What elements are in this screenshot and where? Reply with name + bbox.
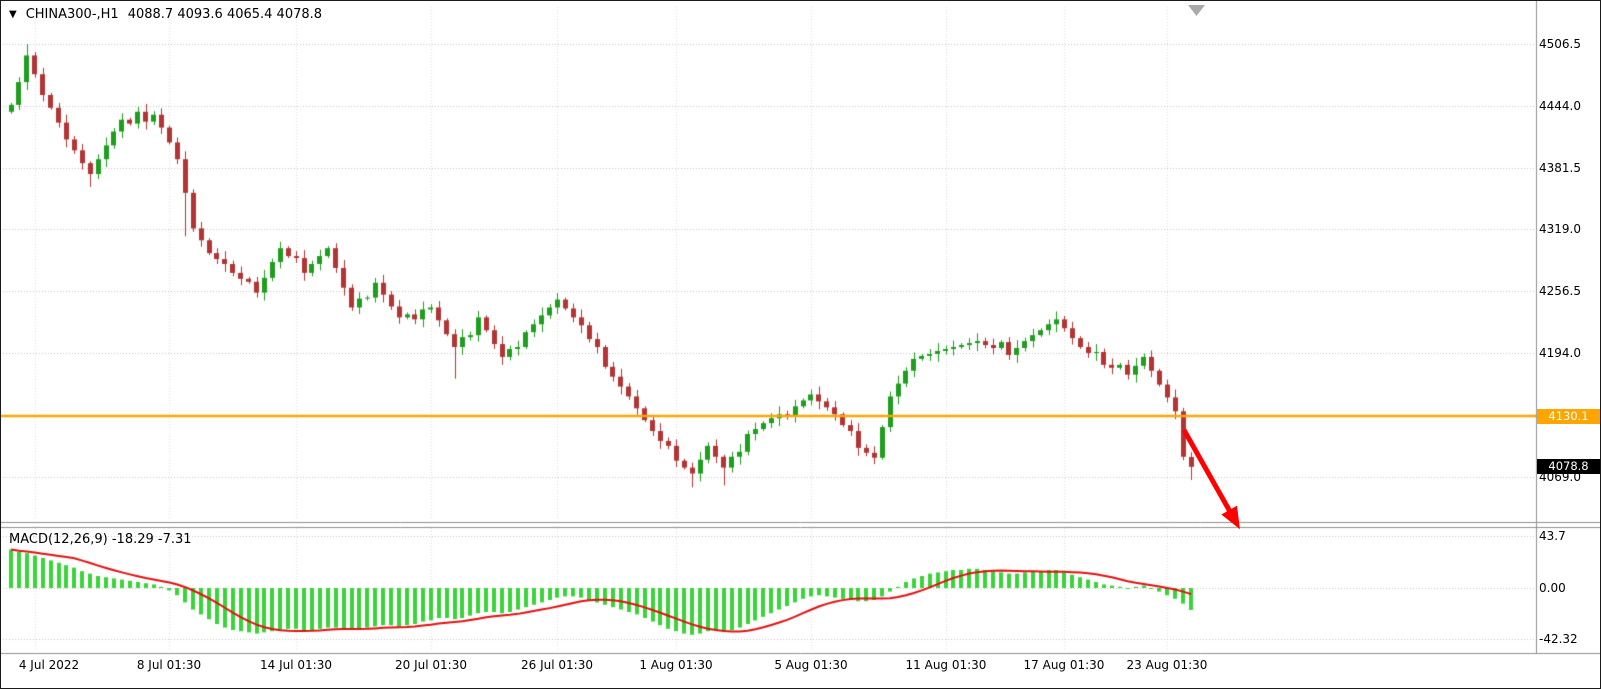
time-axis-label: 17 Aug 01:30 bbox=[1023, 658, 1105, 672]
price-axis-label: 4319.0 bbox=[1539, 222, 1581, 236]
price-scale[interactable]: 4506.5 4444.0 4381.5 4319.0 4256.5 4194.0 4069… bbox=[1539, 1, 1600, 653]
price-axis-label: 4194.0 bbox=[1539, 346, 1581, 360]
time-axis-label: 14 Jul 01:30 bbox=[260, 658, 332, 672]
ohlc-values-label: 4088.7 4093.6 4065.4 4078.8 bbox=[127, 7, 323, 22]
macd-axis-label: -42.32 bbox=[1539, 632, 1578, 646]
macd-axis-label: 0.00 bbox=[1539, 581, 1566, 595]
chart-header: ▼ CHINA300-,H1 4088.7 4093.6 4065.4 4078… bbox=[9, 7, 322, 22]
time-axis-label: 26 Jul 01:30 bbox=[521, 658, 593, 672]
time-axis-label: 23 Aug 01:30 bbox=[1126, 658, 1208, 672]
price-axis-label: 4506.5 bbox=[1539, 37, 1581, 51]
current-price-badge: 4078.8 bbox=[1537, 459, 1600, 474]
quick-trade-arrow-icon[interactable]: ▼ bbox=[9, 9, 17, 20]
time-axis-label: 1 Aug 01:30 bbox=[639, 658, 713, 672]
price-level-badge: 4130.1 bbox=[1537, 409, 1600, 424]
time-axis-label: 4 Jul 2022 bbox=[18, 658, 80, 672]
macd-axis-label: 43.7 bbox=[1539, 529, 1566, 543]
time-axis-label: 8 Jul 01:30 bbox=[136, 658, 202, 672]
time-axis[interactable]: 4 Jul 2022 8 Jul 01:30 14 Jul 01:30 20 Jul … bbox=[1, 656, 1536, 686]
time-axis-label: 5 Aug 01:30 bbox=[774, 658, 848, 672]
price-axis-label: 4256.5 bbox=[1539, 284, 1581, 298]
symbol-period-label: CHINA300-,H1 bbox=[25, 7, 119, 22]
price-axis-label: 4381.5 bbox=[1539, 161, 1581, 175]
time-axis-label: 20 Jul 01:30 bbox=[395, 658, 467, 672]
price-axis-label: 4444.0 bbox=[1539, 99, 1581, 113]
macd-indicator-label: MACD(12,26,9) -18.29 -7.31 bbox=[9, 532, 192, 547]
time-axis-label: 11 Aug 01:30 bbox=[905, 658, 987, 672]
